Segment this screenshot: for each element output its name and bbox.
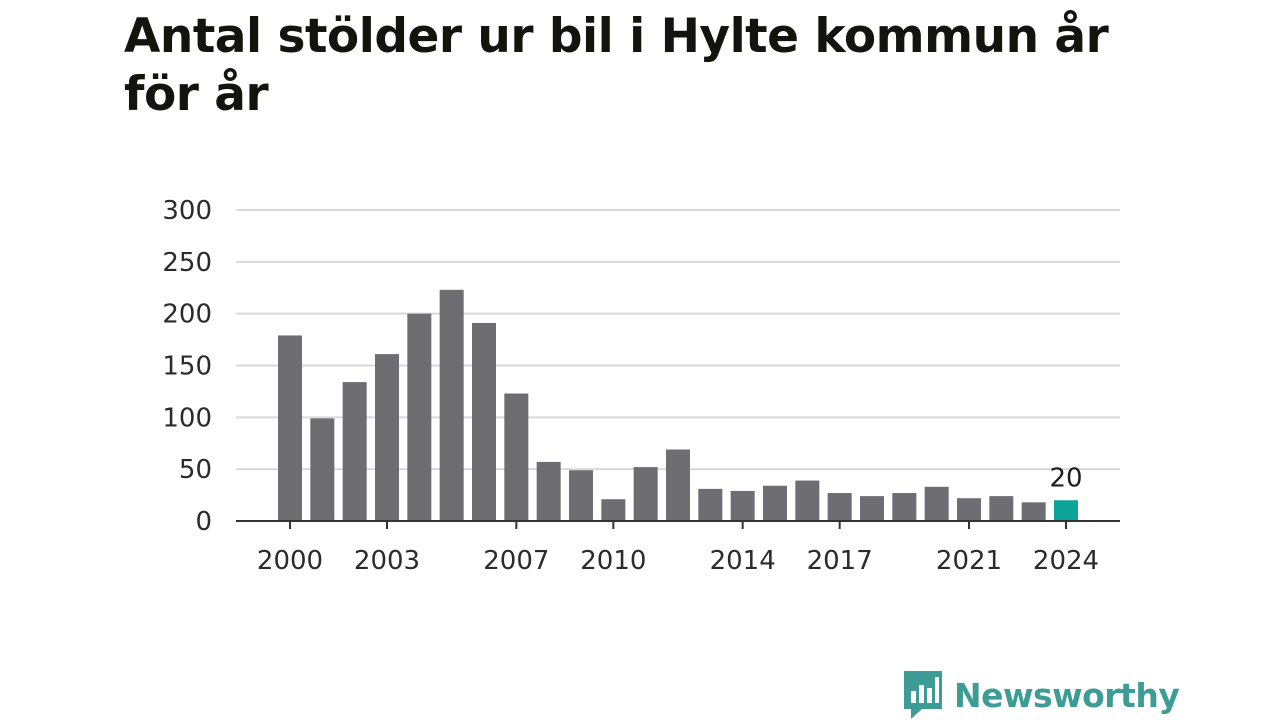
y-tick-label: 250 (162, 248, 212, 278)
bar-2003 (375, 354, 399, 521)
y-tick-label: 100 (162, 403, 212, 433)
newsworthy-logo-icon (904, 671, 942, 719)
bar-2011 (633, 467, 658, 521)
bar-2010 (601, 499, 626, 521)
bar-2019 (892, 493, 917, 521)
x-tick-label: 2010 (580, 546, 646, 576)
x-tick-label: 2007 (483, 546, 549, 576)
x-tick-label: 2003 (354, 546, 420, 576)
bar-2022 (989, 496, 1014, 521)
bar-2008 (536, 461, 561, 521)
bar-2024 (1054, 500, 1078, 521)
x-tick-label: 2014 (710, 546, 776, 576)
x-tick-label: 2017 (807, 546, 873, 576)
bar-2020 (924, 486, 949, 521)
bar-2018 (860, 496, 884, 521)
bar-2001 (310, 418, 335, 521)
y-tick-label: 50 (179, 455, 212, 485)
bar-2005 (439, 289, 464, 521)
brand-name: Newsworthy (954, 675, 1180, 715)
x-tick-label: 2024 (1033, 546, 1099, 576)
y-tick-label: 150 (162, 352, 212, 382)
bar-2023 (1021, 502, 1046, 521)
bar-2006 (472, 322, 496, 521)
bar-2014 (730, 490, 755, 521)
bar-2007 (504, 393, 529, 521)
bar-2000 (278, 335, 302, 521)
bars (278, 289, 1078, 521)
bar-2015 (763, 485, 787, 521)
x-tick-label: 2021 (936, 546, 1002, 576)
bar-2009 (569, 470, 593, 521)
bar-2012 (666, 449, 690, 521)
y-tick-label: 0 (195, 507, 212, 537)
bar-2004 (407, 313, 432, 521)
bar-2017 (827, 493, 852, 521)
x-tick-label: 2000 (257, 546, 323, 576)
brand: Newsworthy (902, 670, 1180, 720)
bar-2013 (698, 488, 723, 521)
y-tick-label: 200 (162, 300, 212, 330)
y-tick-label: 300 (162, 196, 212, 226)
chart-title: Antal stölder ur bil i Hylte kommun år f… (124, 9, 1109, 122)
bar-2021 (957, 498, 981, 521)
bar-2002 (342, 382, 367, 521)
labels: 0 50 100 150 200 250 300 2000 2003 2007 2010 2014 20… (162, 196, 1099, 576)
gridlines (236, 209, 1120, 471)
data-label-2024: 20 (1049, 463, 1082, 493)
axes (236, 520, 1120, 529)
bar-2016 (795, 480, 820, 521)
